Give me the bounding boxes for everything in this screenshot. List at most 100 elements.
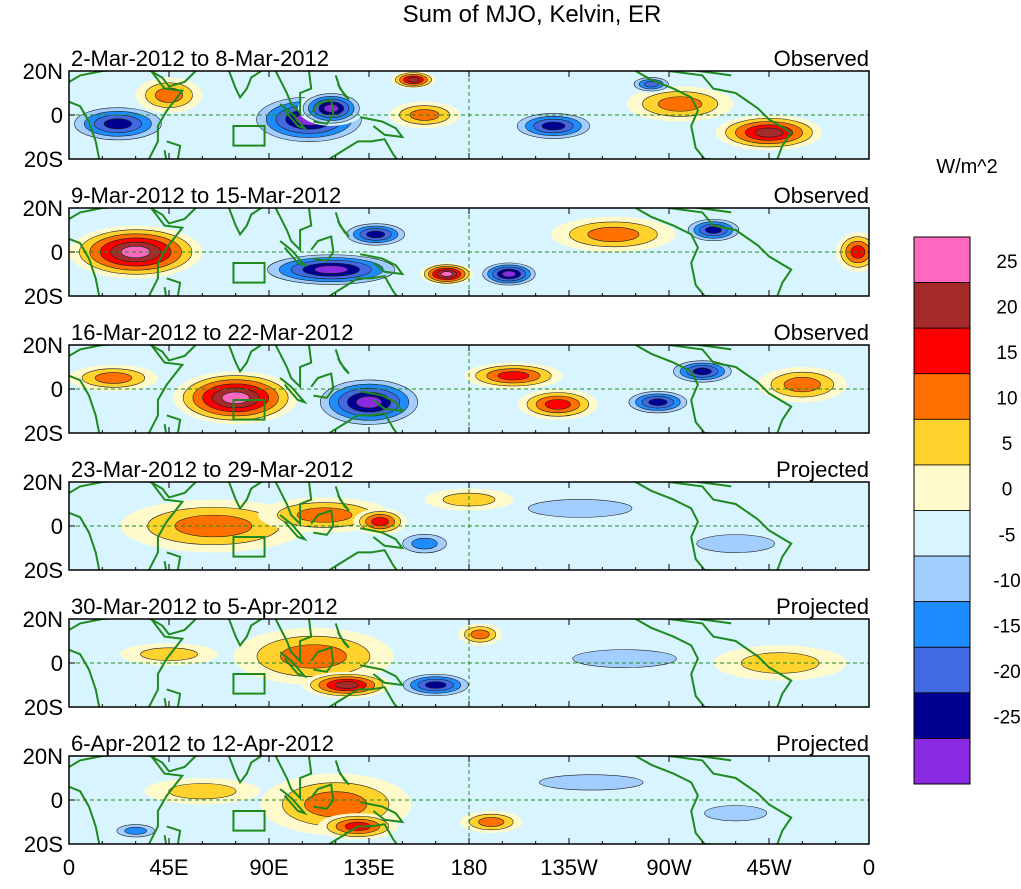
coastline bbox=[692, 482, 732, 488]
y-tick-label: 0 bbox=[51, 514, 63, 539]
anomaly-cell-6 bbox=[622, 389, 694, 416]
colorbar-label: 0 bbox=[1002, 480, 1013, 501]
anomaly-cell-5 bbox=[517, 389, 598, 420]
coastline bbox=[279, 514, 308, 542]
panel-period-label: 9-Mar-2012 to 15-Mar-2012 bbox=[71, 183, 341, 208]
colorbar-label: 5 bbox=[1002, 434, 1013, 455]
coastline bbox=[692, 208, 732, 214]
coastlines bbox=[69, 208, 793, 296]
anomaly-field bbox=[69, 358, 847, 429]
coastline bbox=[635, 619, 793, 707]
anomaly-cell-3 bbox=[69, 104, 172, 144]
panel-2: 20N 0 20S 9-Mar-2012 to 15-Mar-2012 Observed bbox=[23, 183, 870, 309]
coastline bbox=[148, 482, 197, 499]
coastline bbox=[226, 71, 264, 100]
coastline bbox=[334, 486, 350, 512]
coastline bbox=[226, 756, 264, 785]
coastline bbox=[148, 71, 197, 88]
anomaly-field bbox=[109, 769, 790, 840]
colorbar-label: -25 bbox=[993, 708, 1020, 729]
anomaly-cell-10 bbox=[629, 75, 674, 93]
coastlines bbox=[69, 756, 793, 844]
coastline bbox=[327, 275, 399, 296]
anomaly-cell-5 bbox=[502, 769, 681, 796]
coastline bbox=[163, 825, 182, 844]
x-tick-label: 135E bbox=[343, 855, 394, 880]
coastline bbox=[692, 345, 732, 351]
contour-level bbox=[409, 109, 440, 121]
chart-title: Sum of MJO, Kelvin, ER bbox=[403, 1, 662, 28]
colorbar-label: 15 bbox=[996, 343, 1017, 364]
x-tick-label: 90E bbox=[249, 855, 288, 880]
coastline bbox=[327, 823, 399, 844]
y-tick-label: 0 bbox=[51, 103, 63, 128]
contour-level bbox=[94, 372, 133, 384]
colorbar-label: 25 bbox=[996, 252, 1017, 273]
contour-level bbox=[497, 371, 530, 381]
anomaly-cell-3 bbox=[340, 221, 412, 248]
coastline bbox=[279, 240, 308, 268]
anomaly-cell-9 bbox=[715, 115, 823, 151]
colorbar-swatch bbox=[913, 418, 971, 466]
contour-level bbox=[692, 367, 712, 376]
colorbar-label: 20 bbox=[996, 297, 1017, 318]
contour-level bbox=[850, 245, 866, 259]
coastline bbox=[359, 664, 405, 687]
anomaly-cell-2 bbox=[69, 364, 158, 392]
coastline bbox=[635, 756, 793, 844]
y-tick-label: 20N bbox=[23, 607, 63, 632]
reference-box bbox=[232, 399, 266, 421]
x-tick-label: 0 bbox=[863, 855, 875, 880]
coastline bbox=[226, 345, 264, 374]
colorbar-swatch bbox=[913, 282, 971, 329]
x-tick-label: 180 bbox=[451, 855, 488, 880]
colorbar-swatch bbox=[913, 236, 971, 283]
anomaly-cell-8 bbox=[626, 86, 734, 122]
coastline bbox=[334, 75, 350, 101]
y-tick-label: 20N bbox=[23, 333, 63, 358]
anomaly-field bbox=[120, 488, 803, 559]
coastline bbox=[274, 71, 313, 116]
contour-level bbox=[657, 96, 703, 112]
colorbar-label: 10 bbox=[996, 389, 1017, 410]
coastline bbox=[69, 345, 185, 433]
y-tick-label: 0 bbox=[51, 240, 63, 265]
anomaly-cell-6 bbox=[535, 643, 714, 674]
colorbar-swatch bbox=[913, 601, 971, 648]
anomaly-field bbox=[120, 623, 847, 699]
colorbar-label: -10 bbox=[993, 571, 1020, 592]
panel-period-label: 6-Apr-2012 to 12-Apr-2012 bbox=[71, 731, 334, 756]
coastline bbox=[635, 345, 793, 433]
contour-level bbox=[572, 649, 677, 668]
colorbar-frame bbox=[913, 236, 971, 785]
coastline bbox=[274, 208, 313, 253]
coastline bbox=[163, 277, 182, 296]
anomaly-cell-5 bbox=[391, 71, 436, 89]
colorbar-swatch bbox=[913, 692, 971, 739]
coastline bbox=[692, 756, 732, 762]
coastline bbox=[226, 482, 264, 511]
x-tick-label: 135W bbox=[540, 855, 598, 880]
panel-status-label: Projected bbox=[776, 731, 869, 756]
x-tick-label: 0 bbox=[63, 855, 75, 880]
contour-level bbox=[221, 391, 250, 404]
coastline bbox=[226, 619, 264, 648]
contour-level bbox=[296, 507, 353, 523]
coastlines bbox=[69, 71, 793, 159]
contour-level bbox=[124, 826, 147, 835]
anomaly-cell-7 bbox=[682, 216, 745, 244]
contour-level bbox=[371, 517, 389, 527]
anomaly-cell-4 bbox=[420, 263, 474, 285]
anomaly-cell-3 bbox=[353, 508, 407, 535]
coastline bbox=[69, 756, 185, 844]
contour-level bbox=[643, 81, 659, 88]
contour-level bbox=[407, 77, 420, 83]
contour-level bbox=[544, 399, 571, 410]
contour-level bbox=[470, 629, 490, 640]
anomaly-cell-6 bbox=[682, 800, 790, 827]
colorbar-swatch bbox=[913, 510, 971, 557]
contour-level bbox=[783, 377, 821, 393]
panel-6: 20N 0 20S 6-Apr-2012 to 12-Apr-2012 Projecte… bbox=[23, 731, 870, 857]
colorbar-label: -5 bbox=[999, 525, 1016, 546]
contour-level bbox=[314, 265, 349, 274]
